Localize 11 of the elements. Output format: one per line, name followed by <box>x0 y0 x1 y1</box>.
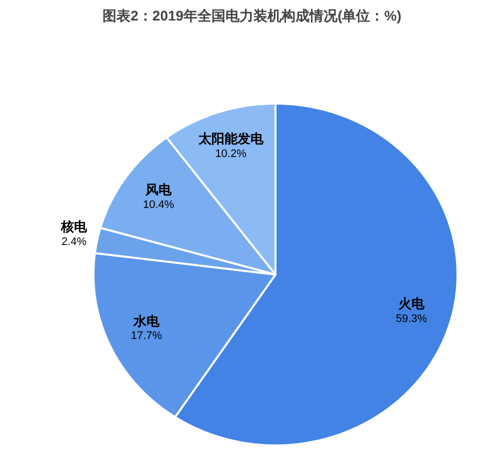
data-label: 2.4% <box>61 236 87 248</box>
data-label: 59.3% <box>396 312 428 325</box>
data-label: 17.7% <box>130 330 162 342</box>
data-label: 10.2% <box>215 148 247 160</box>
data-label: 10.4% <box>142 198 174 211</box>
slice-label: 核电 <box>60 219 88 234</box>
slice-label: 火电 <box>397 296 426 312</box>
chart-title: 图表2：2019年全国电力装机构成情况(单位：%) <box>102 8 402 24</box>
slice-label: 风电 <box>144 182 173 198</box>
slice-label: 水电 <box>132 313 160 328</box>
slice-label: 太阳能发电 <box>197 131 264 146</box>
